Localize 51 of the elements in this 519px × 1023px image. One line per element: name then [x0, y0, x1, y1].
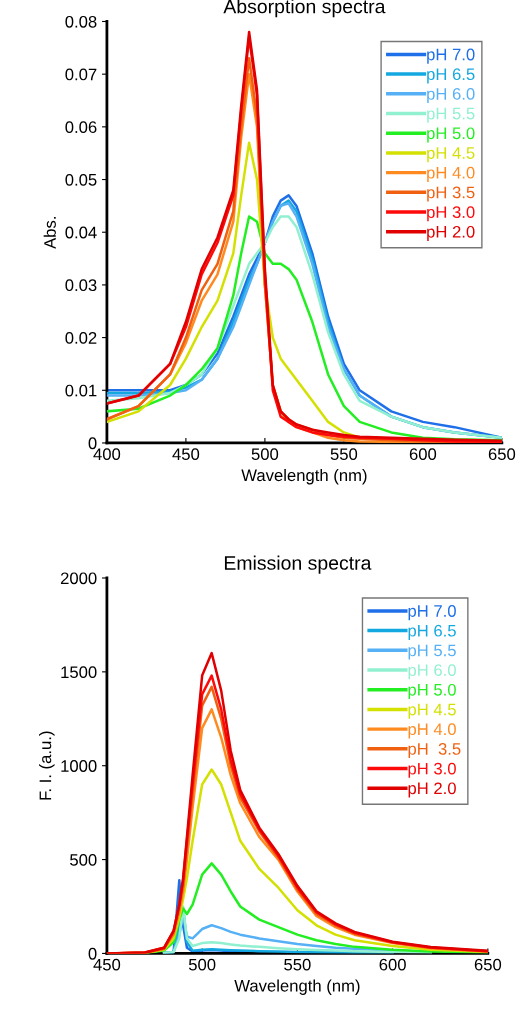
x-axis-title: Wavelength (nm)	[234, 979, 360, 995]
x-tick-label: 500	[251, 448, 279, 461]
legend-label: pH 6.5	[408, 624, 456, 640]
legend-label: pH 7.0	[408, 605, 456, 621]
legend-label: pH 6.0	[408, 664, 456, 680]
legend-label: pH 3.5	[427, 186, 475, 202]
legend-label: pH 4.0	[427, 166, 475, 182]
x-axis-title: Wavelength (nm)	[241, 468, 367, 485]
chart-title: Absorption spectra	[223, 0, 386, 18]
legend-label: pH 7.0	[427, 48, 475, 64]
y-tick-label: 1000	[61, 760, 97, 772]
y-tick-label: 0.03	[65, 279, 97, 292]
legend-label: pH 3.0	[408, 762, 456, 778]
y-tick-label: 0.06	[65, 121, 97, 134]
legend-label: pH 5.0	[427, 127, 475, 143]
y-tick-label: 0.02	[65, 331, 97, 344]
y-tick-label: 0.08	[65, 15, 97, 28]
x-tick-label: 550	[330, 448, 358, 461]
legend-label: pH 6.0	[427, 88, 475, 104]
legend-label: pH 5.5	[427, 107, 475, 123]
y-axis-title: F. I. (a.u.)	[39, 731, 55, 800]
x-tick-label: 500	[188, 958, 216, 971]
y-tick-label: 1500	[61, 666, 97, 679]
chart-title: Emission spectra	[224, 555, 372, 574]
x-tick-label: 450	[93, 958, 121, 971]
y-tick-label: 0.01	[65, 384, 97, 397]
legend-label: pH 5.5	[408, 644, 456, 660]
y-tick-label: 0	[88, 947, 97, 960]
legend-label: pH 5.0	[408, 683, 456, 700]
legend-label: pH 6.5	[427, 68, 475, 84]
y-tick-label: 0	[88, 437, 97, 450]
legend-label: pH 3.0	[427, 206, 475, 222]
x-tick-label: 650	[474, 958, 502, 971]
y-tick-label: 0.04	[65, 226, 97, 239]
y-tick-label: 500	[70, 853, 97, 866]
y-axis-title: Abs.	[43, 217, 56, 249]
legend-label: pH 4.0	[408, 723, 456, 739]
legend-label: pH 4.5	[427, 147, 475, 163]
legend-label: pH 3.5	[408, 743, 461, 759]
y-tick-label: 2000	[60, 572, 97, 585]
x-tick-label: 600	[379, 958, 406, 971]
legend-label: pH 2.0	[427, 225, 475, 242]
x-tick-label: 400	[93, 448, 121, 461]
y-tick-label: 0.05	[65, 173, 97, 186]
legend-label: pH 4.5	[408, 703, 456, 719]
x-tick-label: 650	[488, 448, 516, 461]
y-tick-label: 0.07	[65, 68, 97, 81]
x-tick-label: 550	[284, 958, 311, 971]
legend-label: pH 2.0	[408, 782, 456, 798]
x-tick-label: 450	[172, 448, 200, 461]
x-tick-label: 600	[409, 448, 437, 461]
